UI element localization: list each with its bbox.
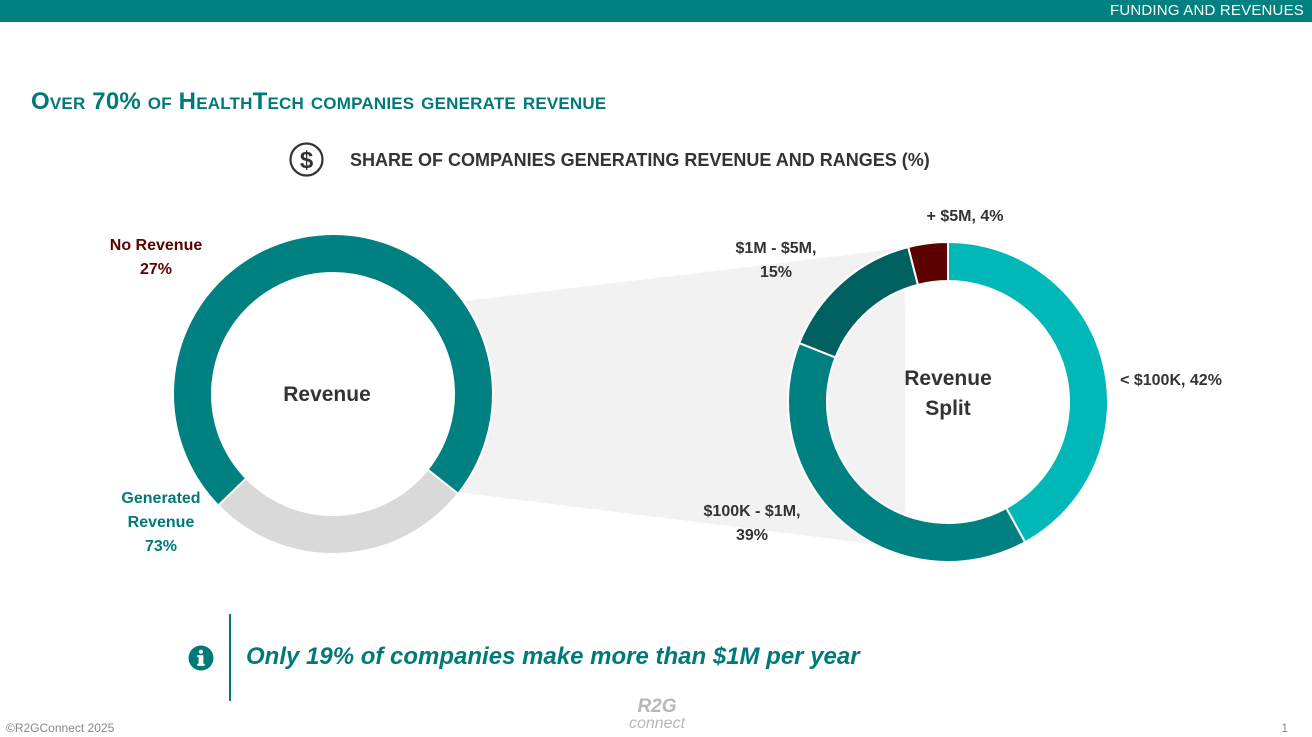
label-generated-revenue: Generated Revenue 73% (106, 487, 216, 559)
label-generated-value: 73% (144, 538, 178, 555)
copyright: ©R2GConnect 2025 (6, 721, 115, 735)
revenue-split-center-line1: Revenue (904, 367, 992, 390)
label-1m-5m: $1M - $5M, 15% (714, 237, 838, 285)
key-insight-note: Only 19% of companies make more than $1M… (246, 643, 860, 670)
section-title: FUNDING AND REVENUES (1109, 2, 1304, 19)
logo-line1: R2G (637, 696, 677, 717)
revenue-donut (172, 233, 494, 555)
logo-line2: connect (628, 715, 686, 732)
label-1m-5m-name: $1M - $5M, (735, 240, 817, 257)
segment-generated-revenue (172, 233, 494, 507)
revenue-split-donut (787, 240, 1109, 563)
info-icon (188, 645, 214, 671)
page-number: 1 (1281, 721, 1288, 735)
label-100k-1m-name: $100K - $1M, (703, 503, 801, 520)
chart-subtitle: SHARE OF COMPANIES GENERATING REVENUE AN… (350, 150, 930, 170)
dollar-icon: $ (289, 142, 324, 177)
revenue-center-label: Revenue (283, 383, 371, 406)
segment-no-revenue (216, 468, 460, 555)
page-title: Over 70% of HealthTech companies generat… (31, 88, 607, 115)
label-no-revenue: No Revenue 27% (100, 234, 212, 282)
revenue-split-center-line2: Split (925, 397, 971, 420)
label-under-100k: < $100K, 42% (1120, 372, 1222, 389)
top-bar: FUNDING AND REVENUES (0, 0, 1312, 22)
label-generated-line1: Generated (121, 490, 201, 507)
label-1m-5m-value: 15% (759, 264, 793, 281)
label-no-revenue-name: No Revenue (109, 237, 203, 254)
label-no-revenue-value: 27% (139, 261, 173, 278)
svg-text:$: $ (300, 147, 314, 174)
segment-under-100k (947, 240, 1109, 544)
r2g-logo: R2G connect (612, 696, 702, 732)
note-divider (229, 614, 231, 701)
revenue-split-center-label: Revenue Split (880, 364, 1016, 424)
label-over-5m: + $5M, 4% (926, 208, 1004, 225)
segment-over-5m (906, 240, 949, 287)
label-generated-line2: Revenue (127, 514, 195, 531)
zoom-connector (456, 248, 905, 548)
label-100k-1m: $100K - $1M, 39% (688, 500, 816, 548)
segment-100k-1m (787, 341, 1027, 563)
label-100k-1m-value: 39% (735, 527, 769, 544)
